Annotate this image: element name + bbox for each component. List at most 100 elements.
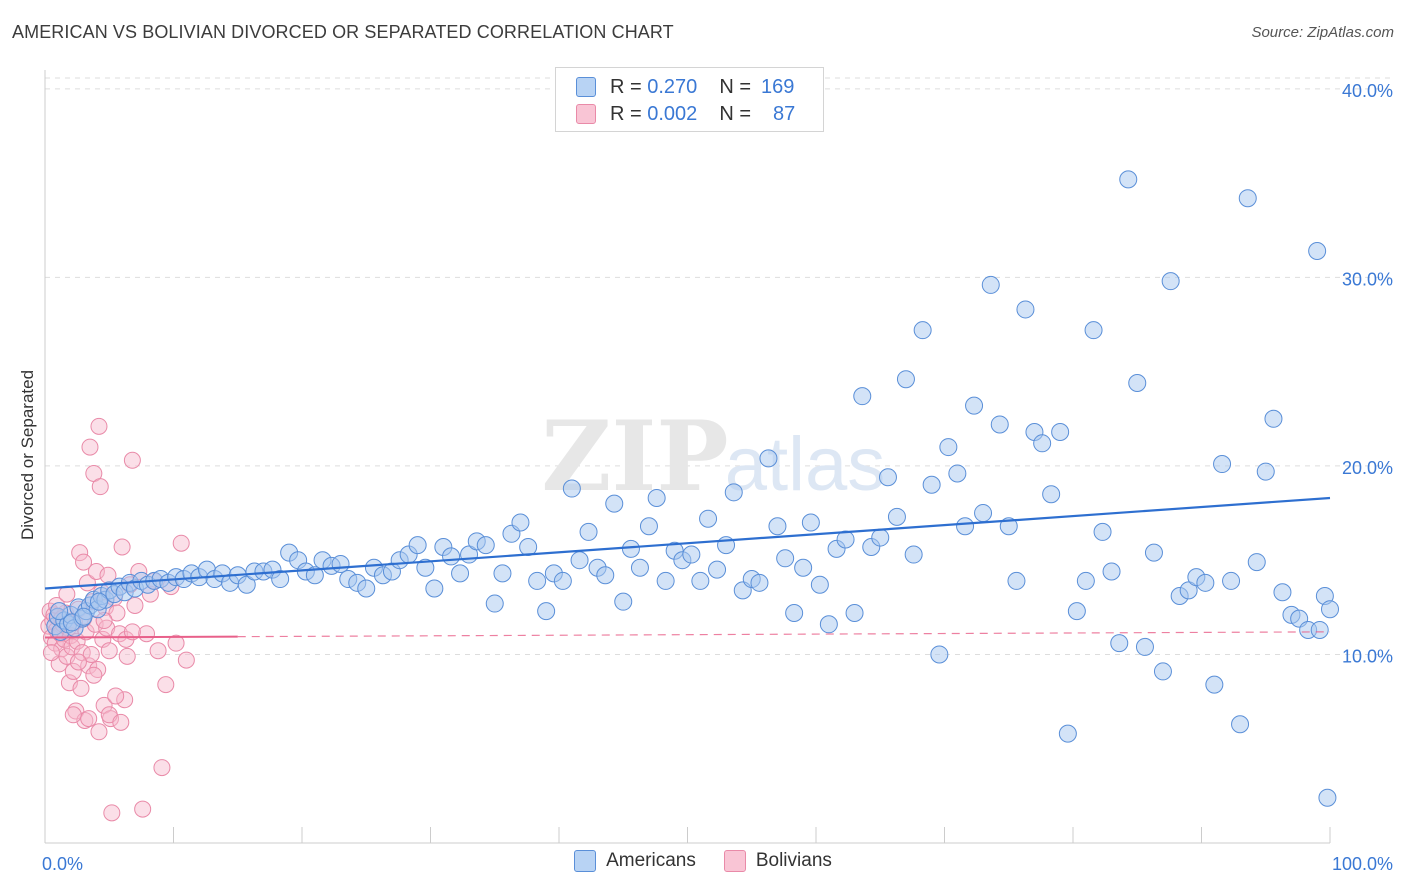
american-point <box>708 560 727 579</box>
american-point <box>451 564 470 583</box>
american-point <box>1318 788 1337 807</box>
trend-lines <box>44 496 1331 639</box>
bolivian-point <box>85 666 103 684</box>
bolivian-point <box>100 642 118 660</box>
bolivian-point <box>138 625 156 643</box>
bolivian-point <box>58 585 76 603</box>
american-point <box>699 509 718 528</box>
bolivian-point <box>75 553 93 571</box>
american-point <box>630 558 649 577</box>
legend-item-americans[interactable]: Americans <box>574 850 696 872</box>
american-point <box>605 494 624 513</box>
n-label: N = <box>719 75 751 98</box>
american-point <box>74 607 93 626</box>
bolivian-point <box>82 645 100 663</box>
american-point <box>579 522 598 541</box>
bolivian-point <box>153 759 171 777</box>
series-legend: Americans Bolivians <box>0 850 1406 872</box>
american-point <box>50 602 69 621</box>
american-point <box>845 603 864 622</box>
y-axis-label: Divorced or Separated <box>18 369 37 541</box>
american-point <box>1076 571 1095 590</box>
y-tick-label: 20.0% <box>1342 458 1393 478</box>
american-point <box>801 513 820 532</box>
american-point <box>553 571 572 590</box>
american-point <box>1179 581 1198 600</box>
american-point <box>1058 724 1077 743</box>
americans-swatch <box>574 850 597 872</box>
bolivian-point <box>90 723 108 741</box>
bolivian-point <box>118 647 136 665</box>
r-label: R = <box>610 102 642 125</box>
bolivian-point <box>112 713 130 731</box>
bolivians-swatch <box>723 850 746 872</box>
american-point <box>1033 434 1052 453</box>
r-value: 0.002 <box>647 102 698 125</box>
tick-labels: 10.0% 20.0% 30.0% 40.0% 0.0% 100.0% <box>42 81 1393 874</box>
watermark-atlas: atlas <box>725 422 886 507</box>
y-tick-label: 40.0% <box>1342 81 1393 101</box>
american-point <box>750 573 769 592</box>
american-point <box>1135 637 1154 656</box>
x-tick-label: 100.0% <box>1332 854 1393 874</box>
american-point <box>271 570 290 589</box>
american-point <box>639 517 658 536</box>
american-point <box>904 545 923 564</box>
american-trend-line <box>44 496 1331 590</box>
american-point <box>1308 241 1327 260</box>
american-point <box>1153 662 1172 681</box>
american-point <box>357 579 376 598</box>
americans-swatch <box>576 77 596 97</box>
bolivian-point <box>113 538 131 556</box>
american-point <box>493 564 512 583</box>
bolivian-point <box>107 687 125 705</box>
american-point <box>305 566 324 585</box>
american-point <box>425 579 444 598</box>
n-label: N = <box>719 102 751 125</box>
legend-row-bolivians: R = 0.002 N = 87 <box>576 101 795 127</box>
bolivian-point <box>123 451 141 469</box>
bolivian-trend-line-dashed <box>237 631 1331 638</box>
bolivian-point <box>149 642 167 660</box>
american-point <box>237 575 256 594</box>
bolivian-point <box>80 657 98 675</box>
american-point <box>1051 422 1070 441</box>
american-point <box>1067 602 1086 621</box>
american-point <box>621 539 640 558</box>
american-point <box>614 592 633 611</box>
american-point <box>528 571 547 590</box>
n-value: 169 <box>761 75 795 98</box>
american-point <box>408 536 427 555</box>
american-point <box>1161 272 1180 291</box>
bolivian-point <box>69 653 87 671</box>
american-point <box>1016 300 1035 319</box>
american-point <box>476 536 495 555</box>
bolivian-point <box>134 800 152 818</box>
american-point <box>776 549 795 568</box>
r-value: 0.270 <box>647 75 698 98</box>
bolivian-point <box>103 804 121 822</box>
bolivian-point <box>71 544 89 562</box>
legend-item-bolivians[interactable]: Bolivians <box>723 850 832 872</box>
bolivian-point <box>91 478 109 496</box>
american-point <box>956 517 975 536</box>
bolivian-point <box>172 534 190 552</box>
american-point <box>485 594 504 613</box>
american-point <box>999 517 1018 536</box>
american-point <box>1084 321 1103 340</box>
bolivian-point <box>64 662 82 680</box>
american-point <box>930 645 949 664</box>
american-point <box>990 415 1009 434</box>
bolivian-point <box>64 706 82 724</box>
bolivian-point <box>80 710 98 728</box>
r-label: R = <box>610 75 642 98</box>
american-point <box>1102 562 1121 581</box>
american-point <box>939 438 958 457</box>
american-point <box>1222 571 1241 590</box>
american-point <box>810 575 829 594</box>
american-point <box>965 396 984 415</box>
american-point <box>1144 543 1163 562</box>
american-point <box>1310 620 1329 639</box>
american-point <box>562 479 581 498</box>
